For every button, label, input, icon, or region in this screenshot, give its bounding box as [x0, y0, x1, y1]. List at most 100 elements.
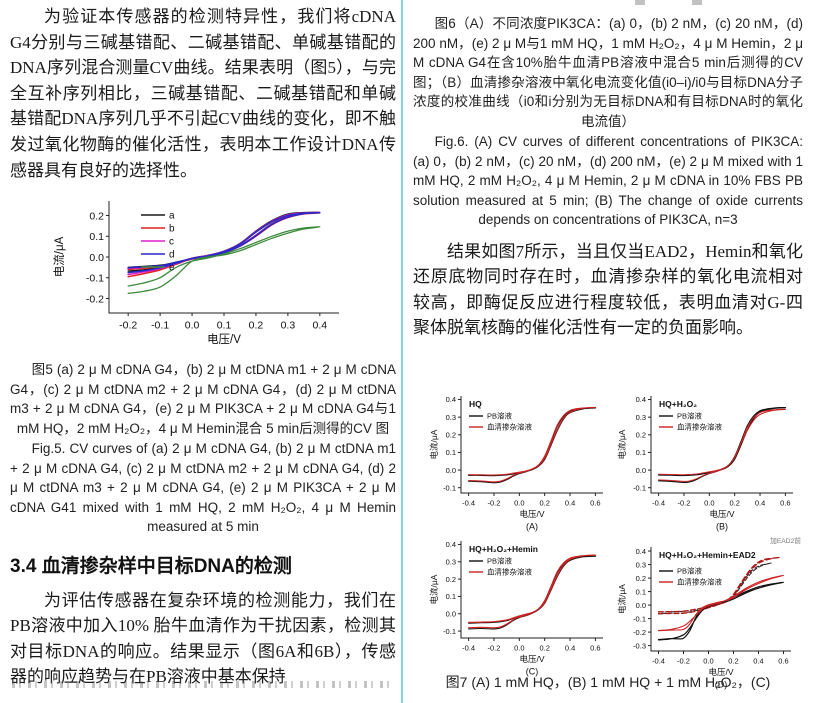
- figure7-panel-a: -0.4 -0.2 0.0 0.2 0.4 0.6 -0.1 0.0 0.1 0.2 0.3 0.4 电…: [429, 395, 603, 532]
- svg-text:电流/μA: 电流/μA: [53, 237, 66, 278]
- svg-text:0.4: 0.4: [636, 547, 646, 556]
- svg-text:0.3: 0.3: [446, 413, 456, 422]
- svg-text:0.3: 0.3: [446, 557, 456, 566]
- svg-text:-0.1: -0.1: [151, 320, 169, 332]
- svg-text:c: c: [169, 237, 174, 248]
- figure5-caption-zh: 图5 (a) 2 μ M cDNA G4，(b) 2 μ M ctDNA m1 …: [10, 362, 396, 436]
- column-divider: [401, 0, 403, 703]
- svg-text:0.2: 0.2: [446, 431, 456, 440]
- svg-text:0.4: 0.4: [636, 395, 646, 404]
- svg-text:0.0: 0.0: [514, 499, 524, 508]
- svg-text:0.3: 0.3: [281, 320, 296, 332]
- svg-text:HQ+H₂O₂+Hemin: HQ+H₂O₂+Hemin: [469, 544, 538, 554]
- svg-text:0.6: 0.6: [590, 644, 600, 653]
- svg-text:0.1: 0.1: [89, 231, 104, 243]
- svg-text:0.2: 0.2: [446, 575, 456, 584]
- svg-text:电压/V: 电压/V: [207, 333, 241, 346]
- svg-text:加EAD2前: 加EAD2前: [770, 536, 801, 545]
- svg-text:(C): (C): [526, 667, 539, 677]
- svg-text:电流/μA: 电流/μA: [617, 429, 627, 459]
- svg-text:电流/μA: 电流/μA: [429, 574, 439, 604]
- figure6-bottom-fragment-b: [692, 0, 702, 5]
- svg-text:0.1: 0.1: [636, 587, 646, 596]
- svg-text:0.2: 0.2: [539, 499, 549, 508]
- svg-text:0.2: 0.2: [728, 657, 738, 666]
- svg-text:-0.3: -0.3: [633, 641, 646, 650]
- svg-text:0.0: 0.0: [89, 252, 104, 264]
- svg-text:HQ+H₂O₂: HQ+H₂O₂: [659, 399, 697, 409]
- svg-text:-0.2: -0.2: [487, 499, 500, 508]
- svg-text:0.6: 0.6: [590, 499, 600, 508]
- svg-text:-0.4: -0.4: [462, 499, 475, 508]
- svg-text:0.2: 0.2: [636, 574, 646, 583]
- svg-text:0.0: 0.0: [636, 466, 646, 475]
- svg-text:0.3: 0.3: [636, 560, 646, 569]
- svg-text:血清掺杂溶液: 血清掺杂溶液: [487, 422, 532, 432]
- svg-text:a: a: [169, 211, 175, 222]
- svg-text:(D): (D): [715, 680, 728, 690]
- svg-text:e: e: [169, 263, 175, 274]
- svg-text:0.1: 0.1: [217, 320, 232, 332]
- svg-text:0.0: 0.0: [514, 644, 524, 653]
- svg-text:0.6: 0.6: [778, 657, 788, 666]
- svg-text:-0.4: -0.4: [652, 657, 665, 666]
- svg-text:PB溶液: PB溶液: [677, 566, 703, 576]
- figure6-caption-zh: 图6（A）不同浓度PIK3CA：(a) 0，(b) 2 nM，(c) 20 nM…: [413, 16, 803, 129]
- svg-text:-0.1: -0.1: [633, 483, 646, 492]
- svg-text:PB溶液: PB溶液: [487, 556, 513, 566]
- svg-text:0.0: 0.0: [636, 601, 646, 610]
- svg-text:-0.2: -0.2: [86, 293, 104, 305]
- svg-text:0.0: 0.0: [446, 466, 456, 475]
- svg-text:电压/V: 电压/V: [709, 509, 734, 519]
- svg-text:0.0: 0.0: [446, 609, 456, 618]
- svg-text:-0.2: -0.2: [487, 644, 500, 653]
- svg-text:电压/V: 电压/V: [519, 509, 544, 519]
- svg-text:-0.1: -0.1: [443, 483, 456, 492]
- svg-text:HQ+H₂O₂+Hemin+EAD2: HQ+H₂O₂+Hemin+EAD2: [659, 550, 756, 560]
- svg-text:0.0: 0.0: [185, 320, 200, 332]
- svg-text:0.1: 0.1: [446, 592, 456, 601]
- section-heading-3-4: 3.4 血清掺杂样中目标DNA的检测: [10, 555, 292, 577]
- svg-text:血清掺杂溶液: 血清掺杂溶液: [487, 567, 532, 577]
- svg-text:0.2: 0.2: [539, 644, 549, 653]
- figure7-panel-grid: -0.4 -0.2 0.0 0.2 0.4 0.6 -0.1 0.0 0.1 0.2 0.3 0.4 电…: [427, 388, 803, 693]
- svg-text:0.1: 0.1: [446, 448, 456, 457]
- svg-text:-0.1: -0.1: [443, 627, 456, 636]
- svg-text:电流/μA: 电流/μA: [617, 584, 627, 614]
- svg-text:-0.1: -0.1: [633, 614, 646, 623]
- svg-text:电压/V: 电压/V: [519, 654, 544, 664]
- svg-text:-0.1: -0.1: [86, 273, 104, 285]
- figure5-cv-plot: -0.2 -0.1 0.0 0.1 0.2 0.3 0.4 -0.2 -0.1 0.0 0.1 0.2…: [52, 201, 339, 346]
- svg-text:-0.2: -0.2: [633, 628, 646, 637]
- svg-text:PB溶液: PB溶液: [677, 411, 703, 421]
- svg-text:HQ: HQ: [469, 399, 482, 409]
- figure7-panel-d: -0.4 -0.2 0.0 0.2 0.4 0.6 -0.3 -0.2 -0.1 0.0 0.1 0.…: [617, 536, 801, 690]
- figure7-caption: 图7 (A) 1 mM HQ，(B) 1 mM HQ + 1 mM H₂O₂，(…: [445, 674, 771, 690]
- paragraph-figure7-results: 结果如图7所示，当且仅当EAD2，Hemin和氧化还原底物同时存在时，血清掺杂样…: [413, 241, 803, 338]
- svg-text:0.4: 0.4: [313, 320, 328, 332]
- svg-text:0.4: 0.4: [446, 540, 456, 549]
- svg-text:0.2: 0.2: [636, 431, 646, 440]
- svg-text:0.4: 0.4: [753, 657, 763, 666]
- svg-text:0.4: 0.4: [755, 499, 765, 508]
- svg-text:0.6: 0.6: [780, 499, 790, 508]
- figure7-panel-b: -0.4 -0.2 0.0 0.2 0.4 0.6 -0.1 0.0 0.1 0.2 0.3 0.4 电…: [617, 395, 793, 532]
- figure5-chart: -0.2 -0.1 0.0 0.1 0.2 0.3 0.4 -0.2 -0.1 0.0 0.1 0.2…: [52, 193, 353, 358]
- figure6-caption-en: Fig.6. (A) CV curves of different concen…: [413, 134, 803, 227]
- svg-text:-0.4: -0.4: [462, 644, 475, 653]
- svg-text:-0.2: -0.2: [119, 320, 137, 332]
- paragraph-serum-detection: 为评估传感器在复杂环境的检测能力，我们在PB溶液中加入10% 胎牛血清作为干扰因…: [10, 590, 396, 687]
- figure5-caption-en: Fig.5. CV curves of (a) 2 μ M cDNA G4, (…: [10, 441, 396, 535]
- figure6-bottom-fragment-a: [635, 0, 645, 5]
- svg-text:电压/V: 电压/V: [708, 667, 733, 677]
- left-column: 为验证本传感器的检测特异性，我们将cDNA G4分别与三碱基错配、二碱基错配、单…: [10, 0, 396, 703]
- svg-text:(A): (A): [526, 522, 538, 532]
- svg-text:0.1: 0.1: [636, 448, 646, 457]
- svg-text:0.4: 0.4: [565, 499, 575, 508]
- svg-text:PB溶液: PB溶液: [487, 411, 513, 421]
- svg-text:0.4: 0.4: [565, 644, 575, 653]
- svg-text:(B): (B): [716, 522, 728, 532]
- svg-text:0.2: 0.2: [249, 320, 264, 332]
- svg-text:0.0: 0.0: [704, 499, 714, 508]
- svg-text:0.2: 0.2: [89, 210, 104, 222]
